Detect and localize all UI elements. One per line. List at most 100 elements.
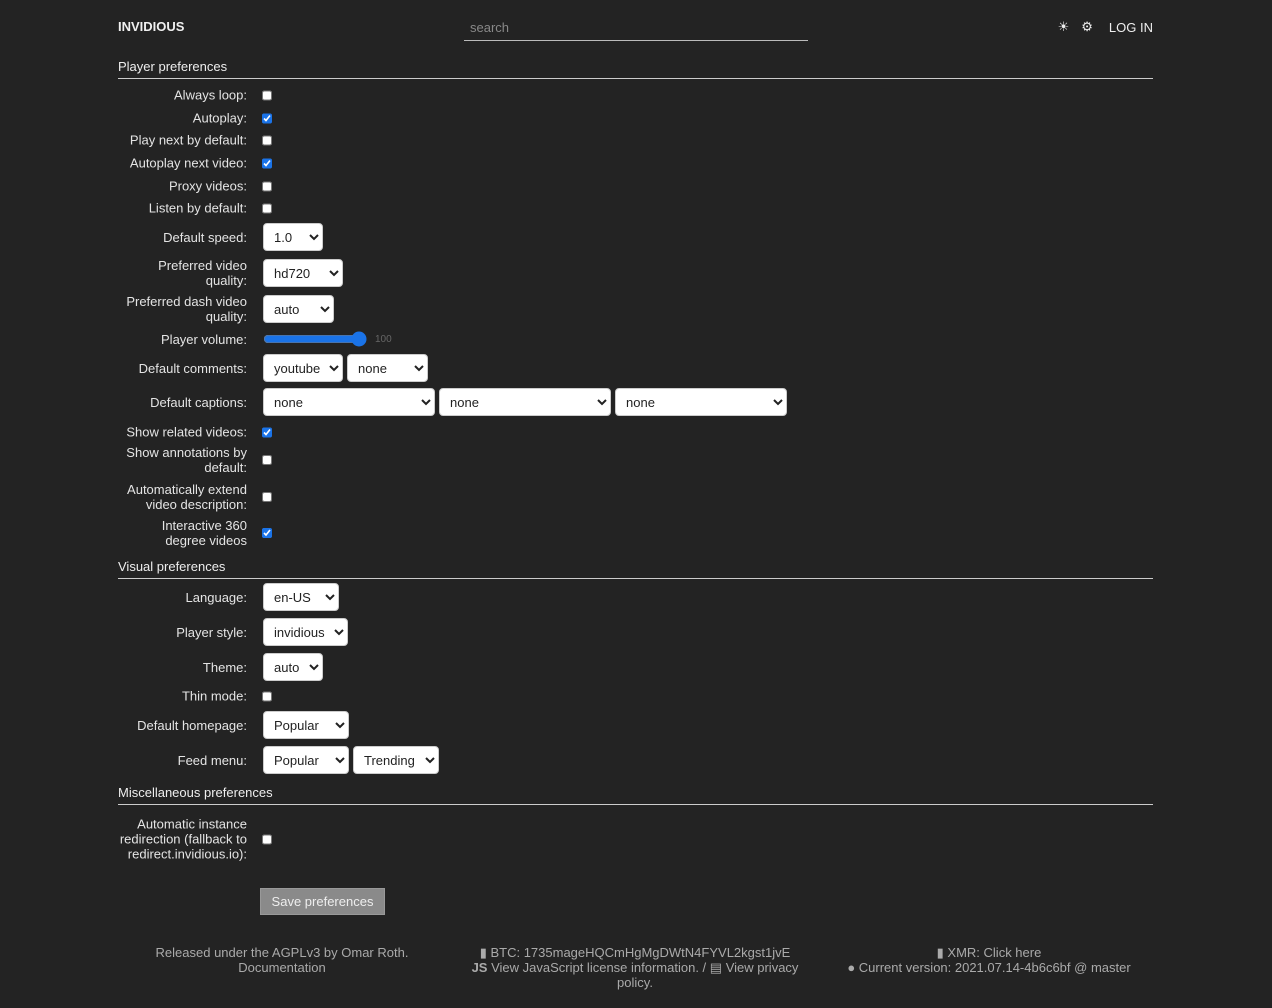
label: Play next by default: [129,132,247,148]
listen-checkbox[interactable] [262,203,272,213]
captions-select-3[interactable]: none [615,388,787,416]
label: Default homepage: [137,717,247,733]
label: Show annotations by default: [126,445,247,475]
annotations-checkbox[interactable] [262,455,272,465]
js-icon: JS [471,960,492,975]
label: Thin mode: [181,688,247,704]
thin-mode-checkbox[interactable] [262,691,272,701]
redirect-checkbox[interactable] [262,834,272,844]
row-feed: Feed menu: Popular Trending [118,746,443,774]
label: Default captions: [150,394,247,410]
login-link[interactable]: LOG IN [1108,19,1153,35]
autoplay-checkbox[interactable] [262,113,272,123]
footer-left: Released under the AGPLv3 by Omar Roth. … [148,945,416,975]
label: Preferred dash video quality: [126,294,247,324]
label: Language: [185,589,247,605]
section-visual: Visual preferences [118,559,1153,579]
row-autoplay: Autoplay: [118,111,272,126]
label: Always loop: [174,87,247,103]
label: Default comments: [138,360,247,376]
label: Autoplay: [192,110,247,126]
volume-value: 100 [375,333,392,345]
quality-select[interactable]: hd720 [263,259,343,287]
volume-slider[interactable] [263,331,367,347]
footer-right: ▮ XMR: Click here ● Current version: 202… [830,945,1148,975]
row-proxy: Proxy videos: [118,179,272,194]
row-thin: Thin mode: [118,689,272,704]
row-listen: Listen by default: [118,201,272,216]
brand-logo[interactable]: INVIDIOUS [118,19,185,34]
row-always-loop: Always loop: [118,88,272,103]
license-text: Released under the AGPLv3 by Omar Roth. [155,945,409,960]
row-captions: Default captions: none none none [118,388,791,416]
row-annotations: Show annotations by default: [118,445,272,475]
proxy-checkbox[interactable] [262,181,272,191]
section-misc: Miscellaneous preferences [118,785,1153,805]
label: Interactive 360 degree videos [161,518,247,548]
privacy-link[interactable]: View privacy policy. [617,960,799,990]
row-comments: Default comments: youtube none [118,354,432,382]
wallet-icon: ▮ [936,945,948,960]
label: Proxy videos: [168,178,247,194]
comments-select-2[interactable]: none [347,354,428,382]
row-autoplay-next: Autoplay next video: [118,156,272,171]
autoplay-next-checkbox[interactable] [262,158,272,168]
row-language: Language: en-US [118,583,343,611]
save-button[interactable]: Save preferences [260,888,385,915]
row-play-next: Play next by default: [118,133,272,148]
speed-select[interactable]: 1.0 [263,223,323,251]
label: Show related videos: [126,424,247,440]
player-style-select[interactable]: invidious [263,618,348,646]
row-redirect: Automatic instance redirection (fallback… [118,817,272,862]
extend-description-checkbox[interactable] [262,492,272,502]
feed-select-1[interactable]: Popular [263,746,349,774]
section-player: Player preferences [118,59,1153,79]
btc-address: BTC: 1735mageHQCmHgMgDWtN4FYVL2kgst1jvE [490,945,791,960]
document-icon: ▤ [709,960,726,975]
footer-center: ▮ BTC: 1735mageHQCmHgMgDWtN4FYVL2kgst1jv… [470,945,800,990]
label: Autoplay next video: [129,155,247,171]
feed-select-2[interactable]: Trending [353,746,439,774]
dash-quality-select[interactable]: auto [263,295,334,323]
row-volume: Player volume: 100 [118,331,392,347]
js-license-link[interactable]: View JavaScript license information. [491,960,699,975]
row-related: Show related videos: [118,425,272,440]
label: Automatically extend video description: [127,482,247,512]
theme-select[interactable]: auto [263,653,323,681]
xmr-link[interactable]: XMR: Click here [947,945,1042,960]
wallet-icon: ▮ [479,945,491,960]
language-select[interactable]: en-US [263,583,339,611]
label: Automatic instance redirection (fallback… [119,816,247,862]
gear-icon[interactable]: ⚙ [1081,19,1093,34]
label: Preferred video quality: [158,258,247,288]
row-theme: Theme: auto [118,653,327,681]
vr-checkbox[interactable] [262,528,272,538]
row-vr: Interactive 360 degree videos [118,518,272,548]
label: Theme: [202,659,247,675]
row-speed: Default speed: 1.0 [118,223,327,251]
top-nav: ☀ ⚙ LOG IN [1058,19,1153,35]
search-input[interactable] [464,14,808,41]
related-checkbox[interactable] [262,427,272,437]
row-extend: Automatically extend video description: [118,482,272,512]
label: Default speed: [163,229,247,245]
row-homepage: Default homepage: Popular [118,711,353,739]
github-icon: ● [847,960,859,975]
play-next-checkbox[interactable] [262,135,272,145]
homepage-select[interactable]: Popular [263,711,349,739]
documentation-link[interactable]: Documentation [238,960,326,975]
row-quality: Preferred video quality: hd720 [118,258,347,288]
version-link[interactable]: Current version: 2021.07.14-4b6c6bf @ ma… [858,960,1131,975]
separator: / [698,960,710,975]
comments-select-1[interactable]: youtube [263,354,343,382]
label: Player style: [176,624,247,640]
row-player-style: Player style: invidious [118,618,352,646]
label: Player volume: [161,331,247,347]
always-loop-checkbox[interactable] [262,90,272,100]
captions-select-2[interactable]: none [439,388,611,416]
captions-select-1[interactable]: none [263,388,435,416]
sun-icon[interactable]: ☀ [1057,19,1070,34]
label: Listen by default: [148,200,247,216]
row-dash: Preferred dash video quality: auto [118,294,338,324]
